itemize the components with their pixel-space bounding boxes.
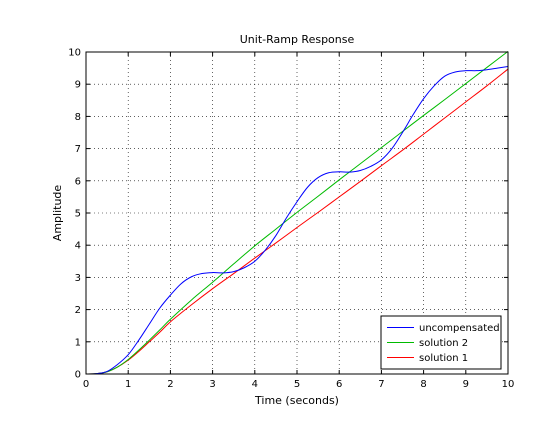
x-tick-label: 2 [167,379,173,390]
series-line-solution-2 [85,50,509,375]
legend: uncompensated solution 2 solution 1 [380,315,502,370]
y-tick-label: 5 [75,209,81,220]
x-axis-label: Time (seconds) [254,394,339,407]
y-tick-label: 10 [68,48,81,59]
x-tick-label: 1 [125,379,131,390]
y-tick-label: 7 [75,144,81,155]
x-tick-label: 5 [294,379,300,390]
legend-label-solution-1: solution 1 [419,353,468,364]
y-tick-label: 9 [75,80,81,91]
x-tick-label: 7 [378,379,384,390]
chart-title: Unit-Ramp Response [240,33,355,46]
y-tick-label: 0 [75,370,81,381]
series-line-uncompensated [85,65,509,375]
y-tick-label: 2 [75,305,81,316]
y-tick-label: 1 [75,337,81,348]
tick-layer: 0 1 2 3 4 5 6 7 8 9 10 0 1 2 3 4 5 6 7 8 9 10 [68,48,514,391]
x-tick-label: 6 [336,379,342,390]
y-axis-label: Amplitude [51,185,64,242]
x-tick-label: 0 [83,379,89,390]
x-tick-label: 9 [463,379,469,390]
legend-label-solution-2: solution 2 [419,338,468,349]
x-tick-label: 3 [209,379,215,390]
legend-label-uncompensated: uncompensated [419,323,500,334]
x-tick-label: 10 [502,379,515,390]
y-tick-label: 3 [75,273,81,284]
x-tick-label: 8 [420,379,426,390]
y-tick-label: 6 [75,176,81,187]
series-layer [85,50,509,375]
series-line-solution-1 [85,68,509,375]
x-tick-label: 4 [252,379,258,390]
y-tick-label: 4 [75,241,81,252]
y-tick-label: 8 [75,112,81,123]
